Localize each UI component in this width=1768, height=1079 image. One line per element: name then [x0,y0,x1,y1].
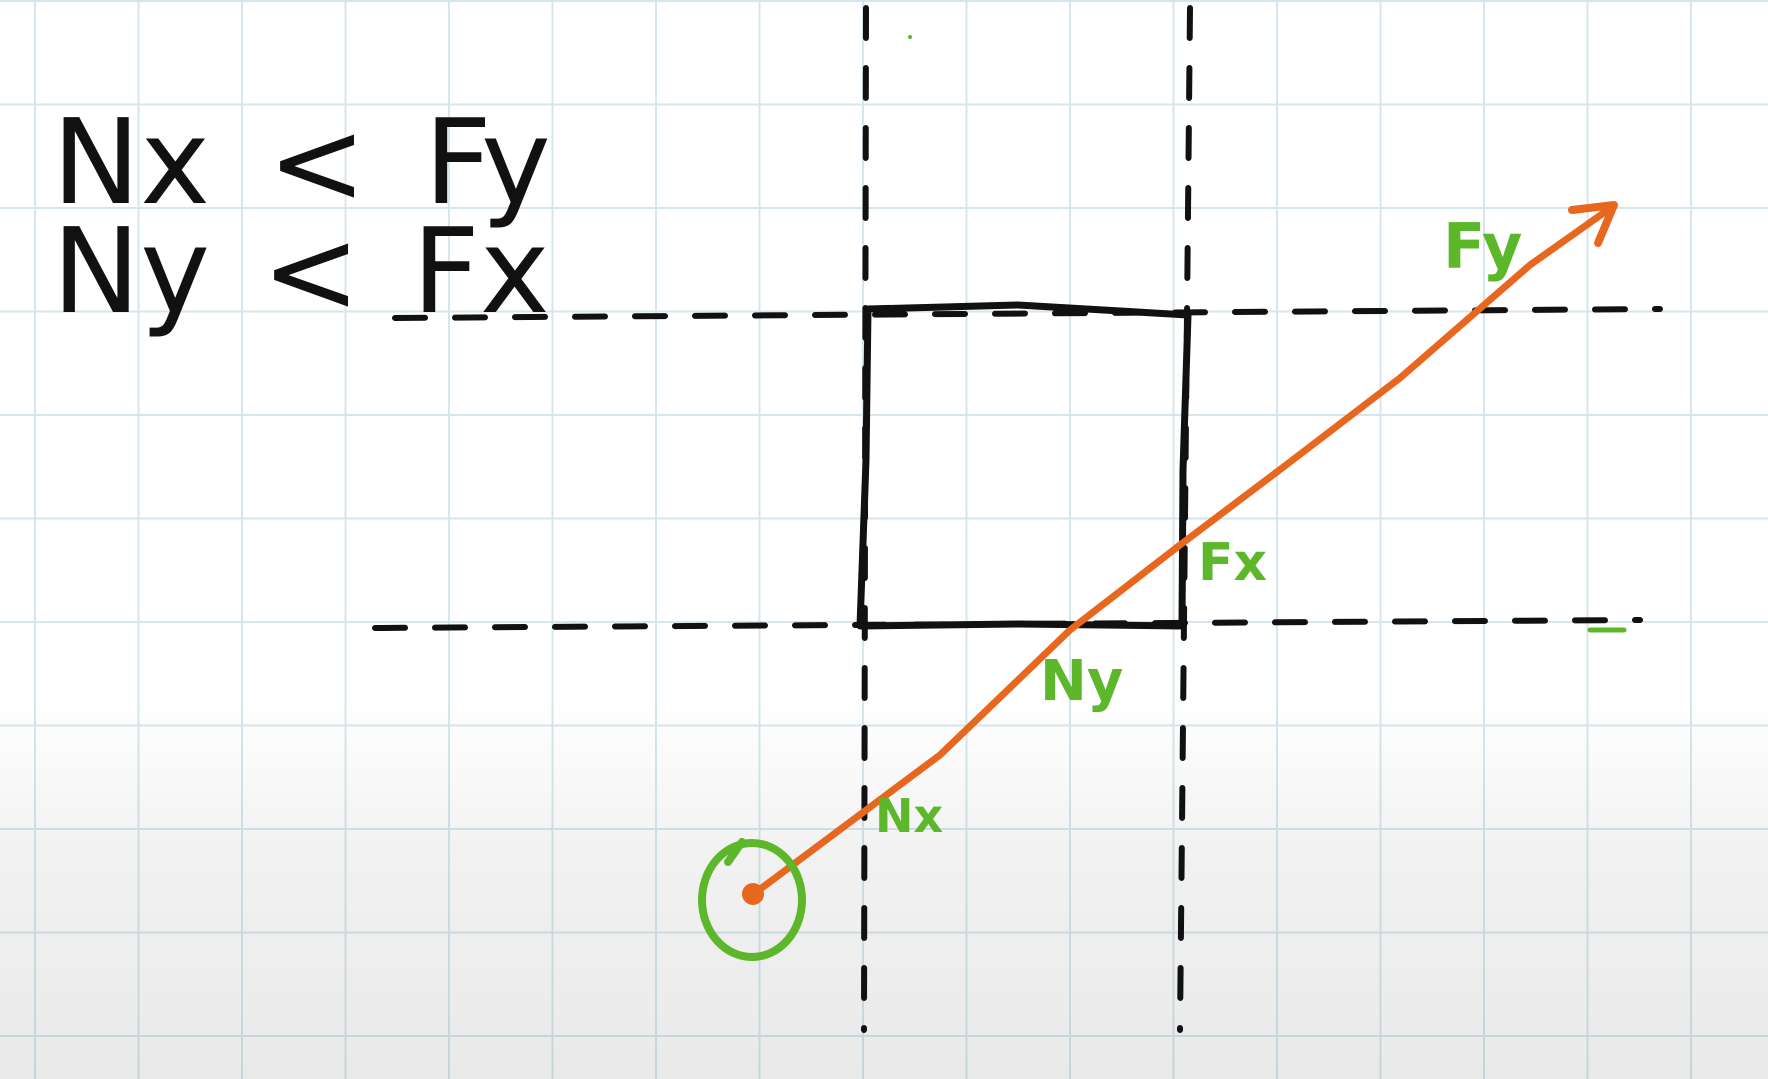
label-fx: Fx [1198,533,1267,593]
label-nx: Nx [875,789,943,843]
ineq-op-1: < [268,93,367,231]
ray-line [751,203,1616,897]
origin-point [742,883,764,905]
ineq-nx-text: Nx [52,93,210,231]
dashed-horizontal-top [392,306,1663,321]
ineq-ny-text: Ny [52,202,210,340]
svg-text:Ny < Fx: Ny < Fx [52,202,550,340]
label-fy: Fy [1443,210,1522,283]
bounding-box [856,301,1192,630]
inequality-ny-fx: Ny < Fx [52,202,550,340]
ray-arrowhead [1568,201,1618,247]
inequality-nx-fy: Nx < Fy [52,93,551,231]
green-dot [908,35,912,39]
origin-circle [698,839,806,961]
ineq-fy-text: Fy [424,93,551,231]
svg-text:Nx < Fy: Nx < Fy [52,93,551,231]
origin-circle-tick [724,838,746,866]
label-ny: Ny [1040,649,1123,714]
ineq-op-2: < [262,202,361,340]
